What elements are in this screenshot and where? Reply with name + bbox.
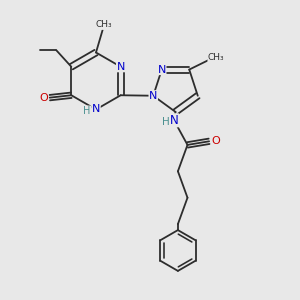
Text: N: N bbox=[158, 64, 166, 75]
Text: N: N bbox=[116, 62, 125, 72]
Text: CH₃: CH₃ bbox=[208, 53, 225, 62]
Text: N: N bbox=[149, 91, 158, 101]
Text: H: H bbox=[162, 117, 170, 127]
Text: CH₃: CH₃ bbox=[95, 20, 112, 29]
Text: O: O bbox=[211, 136, 220, 146]
Text: H: H bbox=[83, 106, 91, 116]
Text: N: N bbox=[92, 104, 100, 115]
Text: O: O bbox=[39, 93, 48, 103]
Text: N: N bbox=[169, 114, 178, 127]
